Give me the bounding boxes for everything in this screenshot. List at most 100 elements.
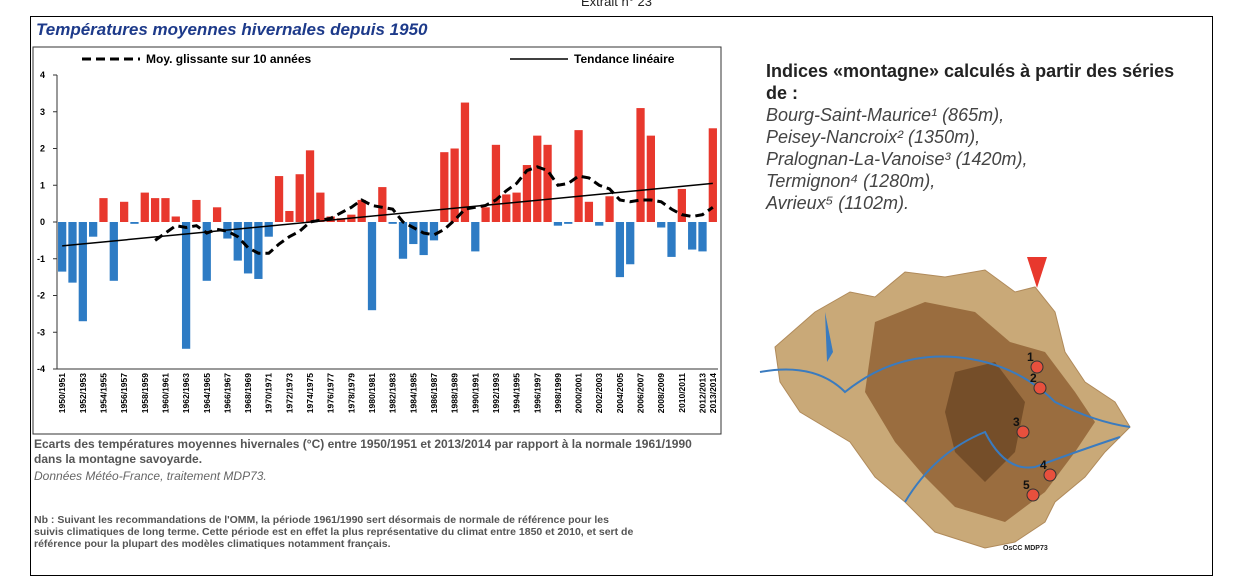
bar	[678, 189, 686, 222]
y-tick-label: -1	[37, 254, 45, 264]
x-tick-label: 1952/1953	[78, 373, 88, 413]
bar	[554, 222, 562, 226]
y-tick-label: 1	[40, 180, 45, 190]
x-tick-label: 1960/1961	[160, 373, 170, 413]
bar	[110, 222, 118, 281]
bar	[213, 207, 221, 222]
bar	[316, 193, 324, 222]
station: Bourg-Saint-Maurice¹ (865m),	[766, 104, 1186, 126]
station-number: 2	[1030, 371, 1037, 385]
note: Nb : Suivant les recommandations de l'OM…	[34, 514, 634, 550]
bar	[461, 103, 469, 222]
station-number: 5	[1023, 478, 1030, 492]
x-tick-label: 1972/1973	[284, 373, 294, 413]
x-tick-label: 1956/1957	[119, 373, 129, 413]
y-tick-label: 0	[40, 217, 45, 227]
north-marker	[1027, 257, 1047, 288]
bar	[533, 136, 541, 222]
x-tick-label: 1950/1951	[57, 373, 67, 413]
bar	[306, 150, 314, 222]
station-number: 3	[1013, 415, 1020, 429]
x-tick-label: 1958/1959	[140, 373, 150, 413]
x-tick-label: 1990/1991	[470, 373, 480, 413]
station: Pralognan-La-Vanoise³ (1420m),	[766, 148, 1186, 170]
y-tick-label: -2	[37, 291, 45, 301]
x-tick-label: 1976/1977	[326, 373, 336, 413]
x-tick-label: 2012/2013	[698, 373, 708, 413]
bar	[368, 222, 376, 310]
y-tick-label: -4	[37, 364, 45, 374]
bar	[265, 222, 273, 237]
bar	[688, 222, 696, 250]
bar	[296, 174, 304, 222]
bar	[636, 108, 644, 222]
x-tick-label: 1986/1987	[429, 373, 439, 413]
bar	[275, 176, 283, 222]
bar	[182, 222, 190, 349]
chart: -4 -3 -2 -1 0 1 2 3 4 1950/1951 1952/1953 1954/1955…	[32, 46, 722, 436]
stations: Indices «montagne» calculés à partir des…	[766, 60, 1186, 214]
bar	[151, 198, 159, 222]
y-tick-label: 2	[40, 144, 45, 154]
x-tick-label: 2010/2011	[677, 373, 687, 413]
x-tick-label: 1954/1955	[98, 373, 108, 413]
x-tick-label: 1970/1971	[264, 373, 274, 413]
x-tick-label: 2013/2014	[708, 373, 718, 413]
bar	[616, 222, 624, 277]
x-tick-label: 1966/1967	[222, 373, 232, 413]
chart-title: Températures moyennes hivernales depuis …	[36, 20, 428, 40]
extract-label: Extrait n° 23	[0, 0, 1233, 9]
bar	[523, 165, 531, 222]
bar	[234, 222, 242, 261]
y-tick-label: -3	[37, 327, 45, 337]
x-tick-label: 2002/2003	[594, 373, 604, 413]
map: 1 2 3 45 OsCC MDP73	[755, 252, 1145, 558]
station: Peisey-Nancroix² (1350m),	[766, 126, 1186, 148]
source: Données Météo-France, traitement MDP73.	[34, 469, 267, 483]
bar	[512, 193, 520, 222]
bar	[585, 202, 593, 222]
bar	[99, 198, 107, 222]
bar	[481, 207, 489, 222]
bar	[141, 193, 149, 222]
x-tick-label: 2008/2009	[656, 373, 666, 413]
bar	[502, 194, 510, 222]
x-tick-label: 1978/1979	[346, 373, 356, 413]
x-tick-label: 1988/1989	[450, 373, 460, 413]
x-tick-label: 1984/1985	[408, 373, 418, 413]
bar	[358, 200, 366, 222]
x-tick-label: 1996/1997	[532, 373, 542, 413]
map-credit: OsCC MDP73	[1003, 545, 1048, 552]
bar	[378, 187, 386, 222]
y-tick-label: 3	[40, 107, 45, 117]
bar	[440, 152, 448, 222]
bar	[192, 200, 200, 222]
page: Extrait n° 23 Températures moyennes hive…	[0, 0, 1233, 568]
bar	[657, 222, 665, 228]
bar	[172, 216, 180, 222]
bar	[244, 222, 252, 273]
bar	[430, 222, 438, 240]
bar	[285, 211, 293, 222]
x-tick-label: 1968/1969	[243, 373, 253, 413]
x-tick-label: 1982/1983	[388, 373, 398, 413]
station: Avrieux⁵ (1102m).	[766, 192, 1186, 214]
x-tick-label: 1964/1965	[202, 373, 212, 413]
bar	[574, 130, 582, 222]
bar	[120, 202, 128, 222]
bar	[79, 222, 87, 321]
station-number: 4	[1040, 458, 1047, 472]
y-tick-label: 4	[40, 70, 45, 80]
bar	[595, 222, 603, 226]
trend-line	[62, 183, 713, 245]
x-tick-label: 1994/1995	[512, 373, 522, 413]
x-tick-label: 2000/2001	[574, 373, 584, 413]
bar	[451, 149, 459, 223]
bar	[420, 222, 428, 255]
x-tick-label: 1974/1975	[305, 373, 315, 413]
x-tick-label: 1980/1981	[367, 373, 377, 413]
legend-label: Moy. glissante sur 10 années	[146, 52, 312, 66]
bar	[543, 145, 551, 222]
x-tick-label: 2006/2007	[636, 373, 646, 413]
station-number: 1	[1027, 350, 1034, 364]
